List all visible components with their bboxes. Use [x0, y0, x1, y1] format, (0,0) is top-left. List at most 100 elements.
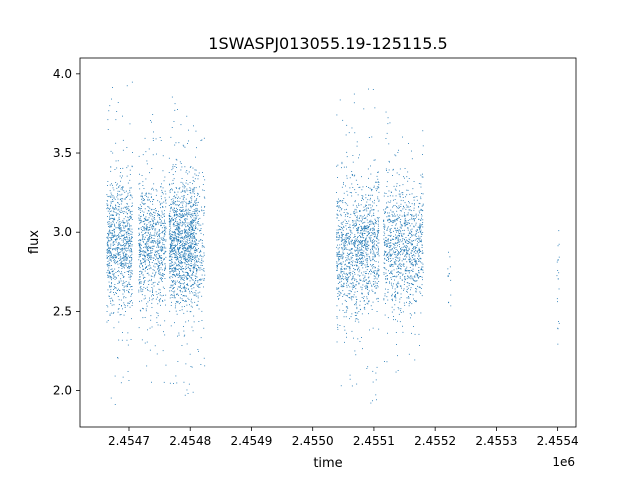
data-point: [353, 278, 354, 279]
data-point: [189, 299, 190, 300]
data-point: [182, 279, 183, 280]
data-point: [199, 256, 200, 257]
data-point: [348, 258, 349, 259]
data-point: [364, 281, 365, 282]
data-point: [370, 229, 371, 230]
data-point: [138, 209, 139, 210]
data-point: [156, 258, 157, 259]
data-point: [385, 212, 386, 213]
data-point: [390, 272, 391, 273]
data-point: [368, 301, 369, 302]
data-point: [127, 332, 128, 333]
data-point: [190, 192, 191, 193]
data-point: [365, 248, 366, 249]
data-point: [388, 172, 389, 173]
data-point: [339, 279, 340, 280]
data-point: [140, 254, 141, 255]
data-point: [179, 225, 180, 226]
data-point: [378, 232, 379, 233]
data-point: [110, 277, 111, 278]
data-point: [141, 222, 142, 223]
data-point: [179, 235, 180, 236]
data-point: [152, 284, 153, 285]
data-point: [124, 243, 125, 244]
data-point: [146, 232, 147, 233]
data-point: [158, 325, 159, 326]
data-point: [375, 182, 376, 183]
data-point: [194, 265, 195, 266]
data-point: [359, 242, 360, 243]
data-point: [390, 195, 391, 196]
data-point: [368, 169, 369, 170]
data-point: [390, 258, 391, 259]
data-point: [151, 253, 152, 254]
data-point: [373, 283, 374, 284]
data-point: [365, 246, 366, 247]
data-point: [148, 256, 149, 257]
data-point: [185, 395, 186, 396]
data-point: [395, 251, 396, 252]
data-point: [343, 256, 344, 257]
data-point: [344, 330, 345, 331]
data-point: [344, 312, 345, 313]
data-point: [366, 285, 367, 286]
data-point: [132, 214, 133, 215]
data-point: [122, 261, 123, 262]
data-point: [373, 264, 374, 265]
data-point: [356, 259, 357, 260]
data-point: [170, 221, 171, 222]
data-point: [163, 331, 164, 332]
data-point: [152, 289, 153, 290]
data-point: [143, 277, 144, 278]
data-point: [384, 254, 385, 255]
data-point: [185, 220, 186, 221]
data-point: [130, 284, 131, 285]
data-point: [148, 290, 149, 291]
data-point: [337, 296, 338, 297]
data-point: [190, 354, 191, 355]
data-point: [196, 260, 197, 261]
data-point: [154, 209, 155, 210]
data-point: [186, 232, 187, 233]
data-point: [362, 229, 363, 230]
data-point: [141, 281, 142, 282]
data-point: [180, 283, 181, 284]
data-point: [389, 219, 390, 220]
data-point: [158, 284, 159, 285]
data-point: [151, 235, 152, 236]
data-point: [156, 223, 157, 224]
data-point: [376, 249, 377, 250]
data-point: [361, 220, 362, 221]
data-point: [356, 221, 357, 222]
data-point: [151, 226, 152, 227]
data-point: [115, 279, 116, 280]
data-point: [164, 236, 165, 237]
data-point: [379, 192, 380, 193]
data-point: [132, 232, 133, 233]
data-point: [386, 282, 387, 283]
data-point: [129, 237, 130, 238]
data-point: [400, 249, 401, 250]
data-point: [359, 261, 360, 262]
data-point: [185, 192, 186, 193]
data-point: [129, 260, 130, 261]
data-point: [185, 290, 186, 291]
data-point: [184, 185, 185, 186]
data-point: [358, 227, 359, 228]
data-point: [368, 313, 369, 314]
data-point: [386, 260, 387, 261]
data-point: [139, 223, 140, 224]
data-point: [119, 224, 120, 225]
data-point: [148, 233, 149, 234]
data-point: [338, 202, 339, 203]
data-point: [354, 280, 355, 281]
data-point: [194, 260, 195, 261]
data-point: [377, 238, 378, 239]
data-point: [354, 213, 355, 214]
data-point: [372, 249, 373, 250]
data-point: [366, 238, 367, 239]
data-point: [198, 321, 199, 322]
data-point: [113, 271, 114, 272]
data-point: [119, 308, 120, 309]
data-point: [178, 261, 179, 262]
